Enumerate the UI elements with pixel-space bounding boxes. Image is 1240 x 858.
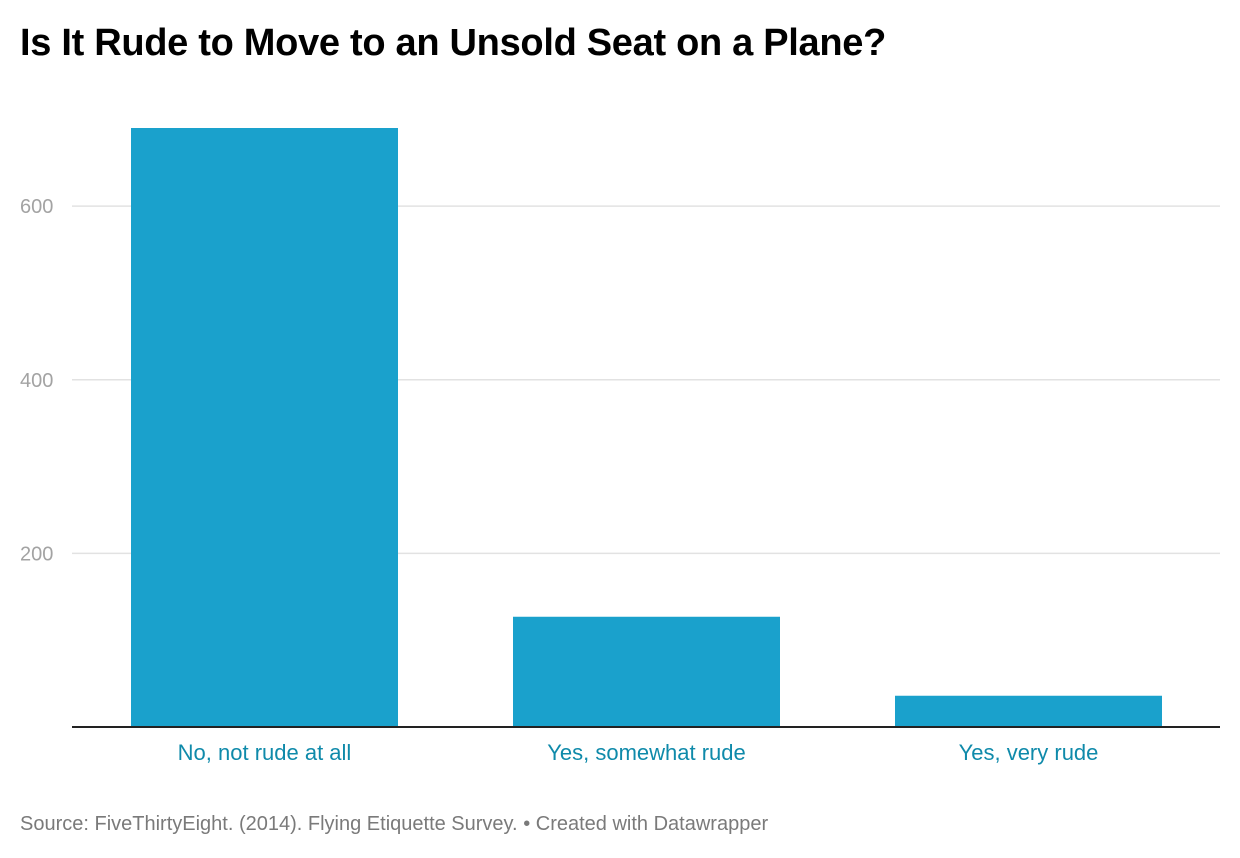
chart-title: Is It Rude to Move to an Unsold Seat on …	[20, 22, 887, 64]
y-tick-label: 400	[20, 370, 53, 392]
category-labels: No, not rude at all Yes, somewhat rude Yes…	[178, 740, 1099, 765]
category-label-1: No, not rude at all	[178, 740, 352, 765]
chart-footer: Source: FiveThirtyEight. (2014). Flying …	[20, 813, 768, 836]
category-label-3: Yes, very rude	[959, 740, 1099, 765]
footer-separator: •	[523, 813, 531, 835]
bar-3	[895, 695, 1162, 727]
source-note: Source: FiveThirtyEight. (2014). Flying …	[20, 813, 518, 835]
bar-1	[131, 128, 398, 727]
bars	[131, 128, 1162, 727]
y-tick-label: 600	[20, 196, 53, 218]
category-label-2: Yes, somewhat rude	[547, 740, 746, 765]
bar-2	[513, 616, 780, 727]
credit-note: Created with Datawrapper	[535, 813, 769, 835]
bar-chart: 200 400 600 No, not rude at all Yes, somewh…	[20, 128, 1220, 765]
y-tick-label: 200	[20, 543, 53, 565]
